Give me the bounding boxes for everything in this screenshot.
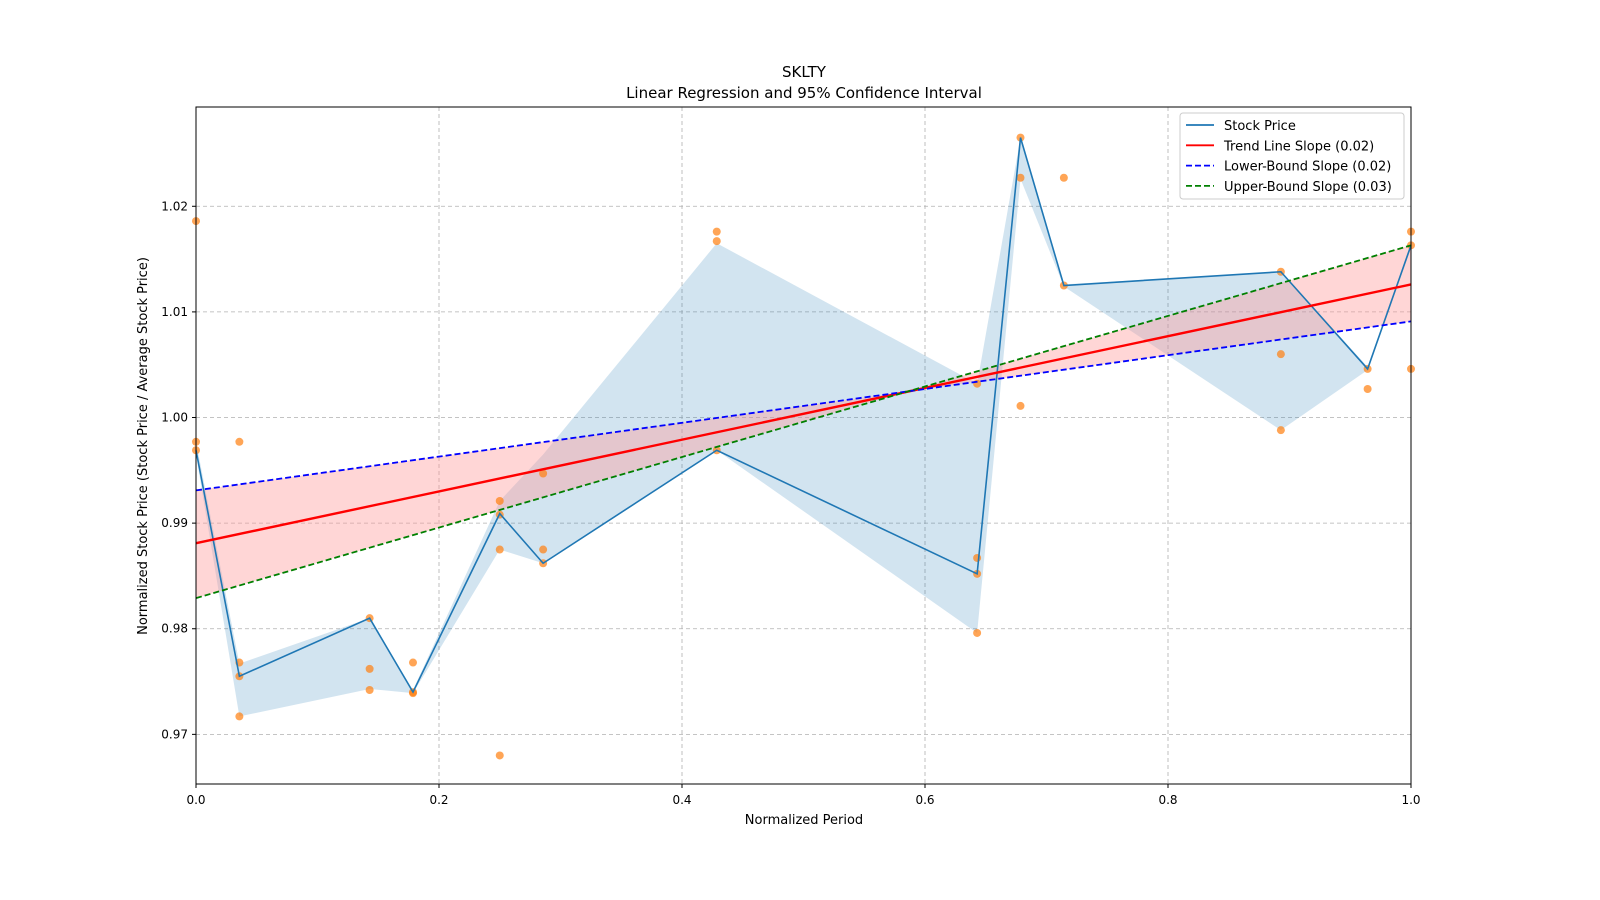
scatter-point [365, 664, 374, 673]
legend-lower-bound-label: Lower-Bound Slope (0.02) [1224, 160, 1391, 175]
x-tick-label: 1.0 [1401, 793, 1420, 807]
scatter-point [1016, 173, 1025, 182]
grid [196, 107, 1411, 784]
x-tick-label: 0.4 [672, 793, 691, 807]
ticks: 0.0 0.2 0.4 0.6 0.8 1.0 0.97 0.98 0.99 1.00 1.01 1.… [161, 199, 1420, 807]
scatter-point [495, 751, 504, 760]
y-tick-label: 1.00 [161, 411, 188, 425]
scatter-point [235, 437, 244, 446]
scatter-point [539, 469, 548, 478]
scatter-point [235, 712, 244, 721]
scatter-point [712, 227, 721, 236]
y-axis-label: Normalized Stock Price (Stock Price / Av… [136, 257, 151, 635]
scatter-point [1016, 401, 1025, 410]
legend-upper-bound-label: Upper-Bound Slope (0.03) [1224, 180, 1392, 195]
scatter-point [973, 628, 982, 637]
scatter-point [495, 496, 504, 505]
scatter-point [365, 686, 374, 695]
legend-stock-price-label: Stock Price [1224, 119, 1296, 134]
y-tick-label: 0.99 [161, 516, 188, 530]
x-axis-label: Normalized Period [745, 813, 863, 828]
scatter-point [495, 545, 504, 554]
scatter-point [1276, 350, 1285, 359]
y-tick-label: 0.97 [161, 727, 188, 741]
axes-frame [195, 106, 1412, 785]
scatter-point [973, 553, 982, 562]
y-tick-label: 0.98 [161, 622, 188, 636]
chart-title: SKLTY [782, 63, 827, 81]
stock-price-line [195, 137, 1412, 694]
plot-area [192, 133, 1415, 760]
y-tick-label: 1.01 [161, 305, 188, 319]
stock-price-confidence-band [196, 137, 1411, 717]
x-tick-label: 0.0 [186, 793, 205, 807]
scatter-point [539, 545, 548, 554]
scatter-point [1276, 426, 1285, 435]
lower-bound-line [195, 320, 1412, 492]
upper-bound-line [195, 244, 1412, 599]
x-tick-label: 0.6 [915, 793, 934, 807]
x-tick-label: 0.2 [429, 793, 448, 807]
scatter-point [712, 237, 721, 246]
legend-box [1179, 112, 1405, 200]
trend-line [195, 283, 1412, 545]
legend: Stock Price Trend Line Slope (0.02) Lower-… [1179, 112, 1405, 200]
chart-subtitle: Linear Regression and 95% Confidence Int… [626, 84, 982, 102]
scatter-point [1059, 173, 1068, 182]
legend-trend-line-label: Trend Line Slope (0.02) [1223, 139, 1374, 154]
scatter-point [1363, 384, 1372, 393]
y-tick-label: 1.02 [161, 199, 188, 213]
x-tick-label: 0.8 [1158, 793, 1177, 807]
scatter-point [408, 658, 417, 667]
